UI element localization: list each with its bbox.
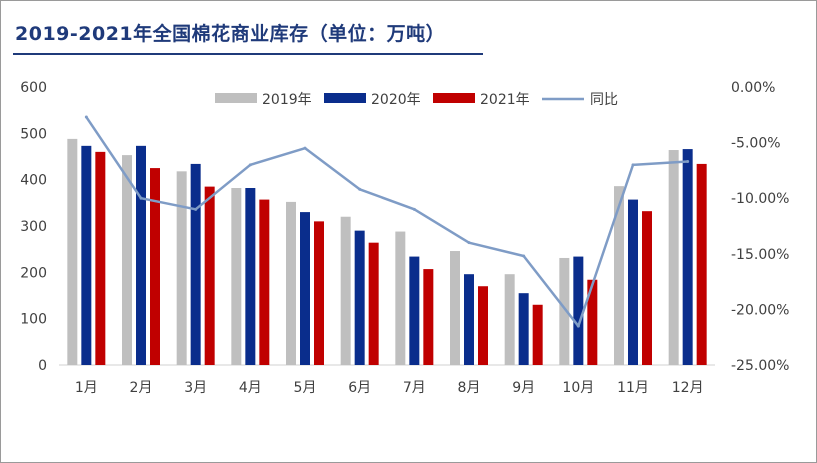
legend-label: 2020年 [371,92,421,108]
x-axis-tick-label: 1月 [75,380,98,396]
ratio-point [686,160,690,164]
bar [204,186,215,365]
ratio-point [576,324,580,328]
bar [340,216,351,365]
bar [614,186,624,365]
bar [136,145,146,365]
right-axis-tick-label: -10.00% [731,191,789,207]
ratio-point [248,163,252,167]
bar [354,230,365,365]
x-axis-tick-label: 4月 [239,380,262,396]
right-axis-tick-label: -25.00% [731,358,789,374]
bar [587,279,598,365]
bar [395,231,406,365]
legend-swatch [433,93,475,103]
bar [668,150,679,365]
ratio-point [631,163,635,167]
ratio-point [139,196,143,200]
bar [314,221,324,365]
legend-swatch [215,93,257,103]
x-axis-tick-label: 2月 [130,380,153,396]
bar [559,257,570,365]
x-axis-tick-label: 12月 [672,380,704,396]
bar [190,163,201,365]
ratio-point [358,187,362,191]
left-axis-tick-label: 400 [20,173,47,189]
legend-label: 2021年 [480,92,530,108]
left-axis-tick-label: 200 [20,265,47,281]
bar [642,211,652,365]
bar [81,145,92,365]
x-axis-tick-label: 3月 [184,380,207,396]
ratio-point [194,207,198,211]
ratio-line [85,116,688,328]
bar [67,138,78,365]
ratio-point [412,207,416,211]
ratio-point [303,146,307,150]
left-axis-tick-label: 500 [20,126,47,142]
right-axis-tick-label: -5.00% [731,136,781,152]
ratio-point [522,254,526,258]
legend-label: 同比 [590,92,618,108]
bar [682,149,693,365]
right-axis-tick-label: -15.00% [731,247,789,263]
bar [450,251,460,365]
ratio-point [84,115,88,119]
legend-swatch [324,93,366,103]
left-axis-tick-label: 100 [20,312,47,328]
bar [300,212,310,365]
left-axis-tick-label: 600 [20,80,47,96]
bar [259,199,270,365]
bar [464,274,474,365]
x-axis-tick-label: 8月 [458,380,481,396]
legend-label: 2019年 [262,92,312,108]
bar [423,269,434,365]
left-axis-tick-label: 300 [20,219,47,235]
right-axis-tick-label: 0.00% [731,80,775,96]
x-axis-tick-label: 5月 [294,380,317,396]
bar [245,188,256,365]
x-axis-tick-label: 10月 [562,380,594,396]
bar [532,304,543,365]
bar [231,188,242,365]
bar [176,171,187,365]
x-axis-tick-label: 11月 [617,380,649,396]
bar [478,286,488,365]
bar [504,274,515,365]
bar [696,163,707,365]
x-axis-tick-label: 9月 [512,380,535,396]
bar [286,201,296,365]
bar [95,151,106,365]
left-axis-tick-label: 0 [38,358,47,374]
x-axis-tick-label: 6月 [348,380,371,396]
bar [122,155,132,365]
bar [368,242,379,365]
bar [518,293,529,365]
chart-title: 2019-2021年全国棉花商业库存（单位：万吨） [15,23,446,45]
bar [409,256,420,365]
ratio-point [467,241,471,245]
x-axis-tick-label: 7月 [403,380,426,396]
title-underline [13,53,483,55]
bar [573,256,584,365]
bar [150,168,160,365]
right-axis-tick-label: -20.00% [731,302,789,318]
bar [628,199,638,365]
